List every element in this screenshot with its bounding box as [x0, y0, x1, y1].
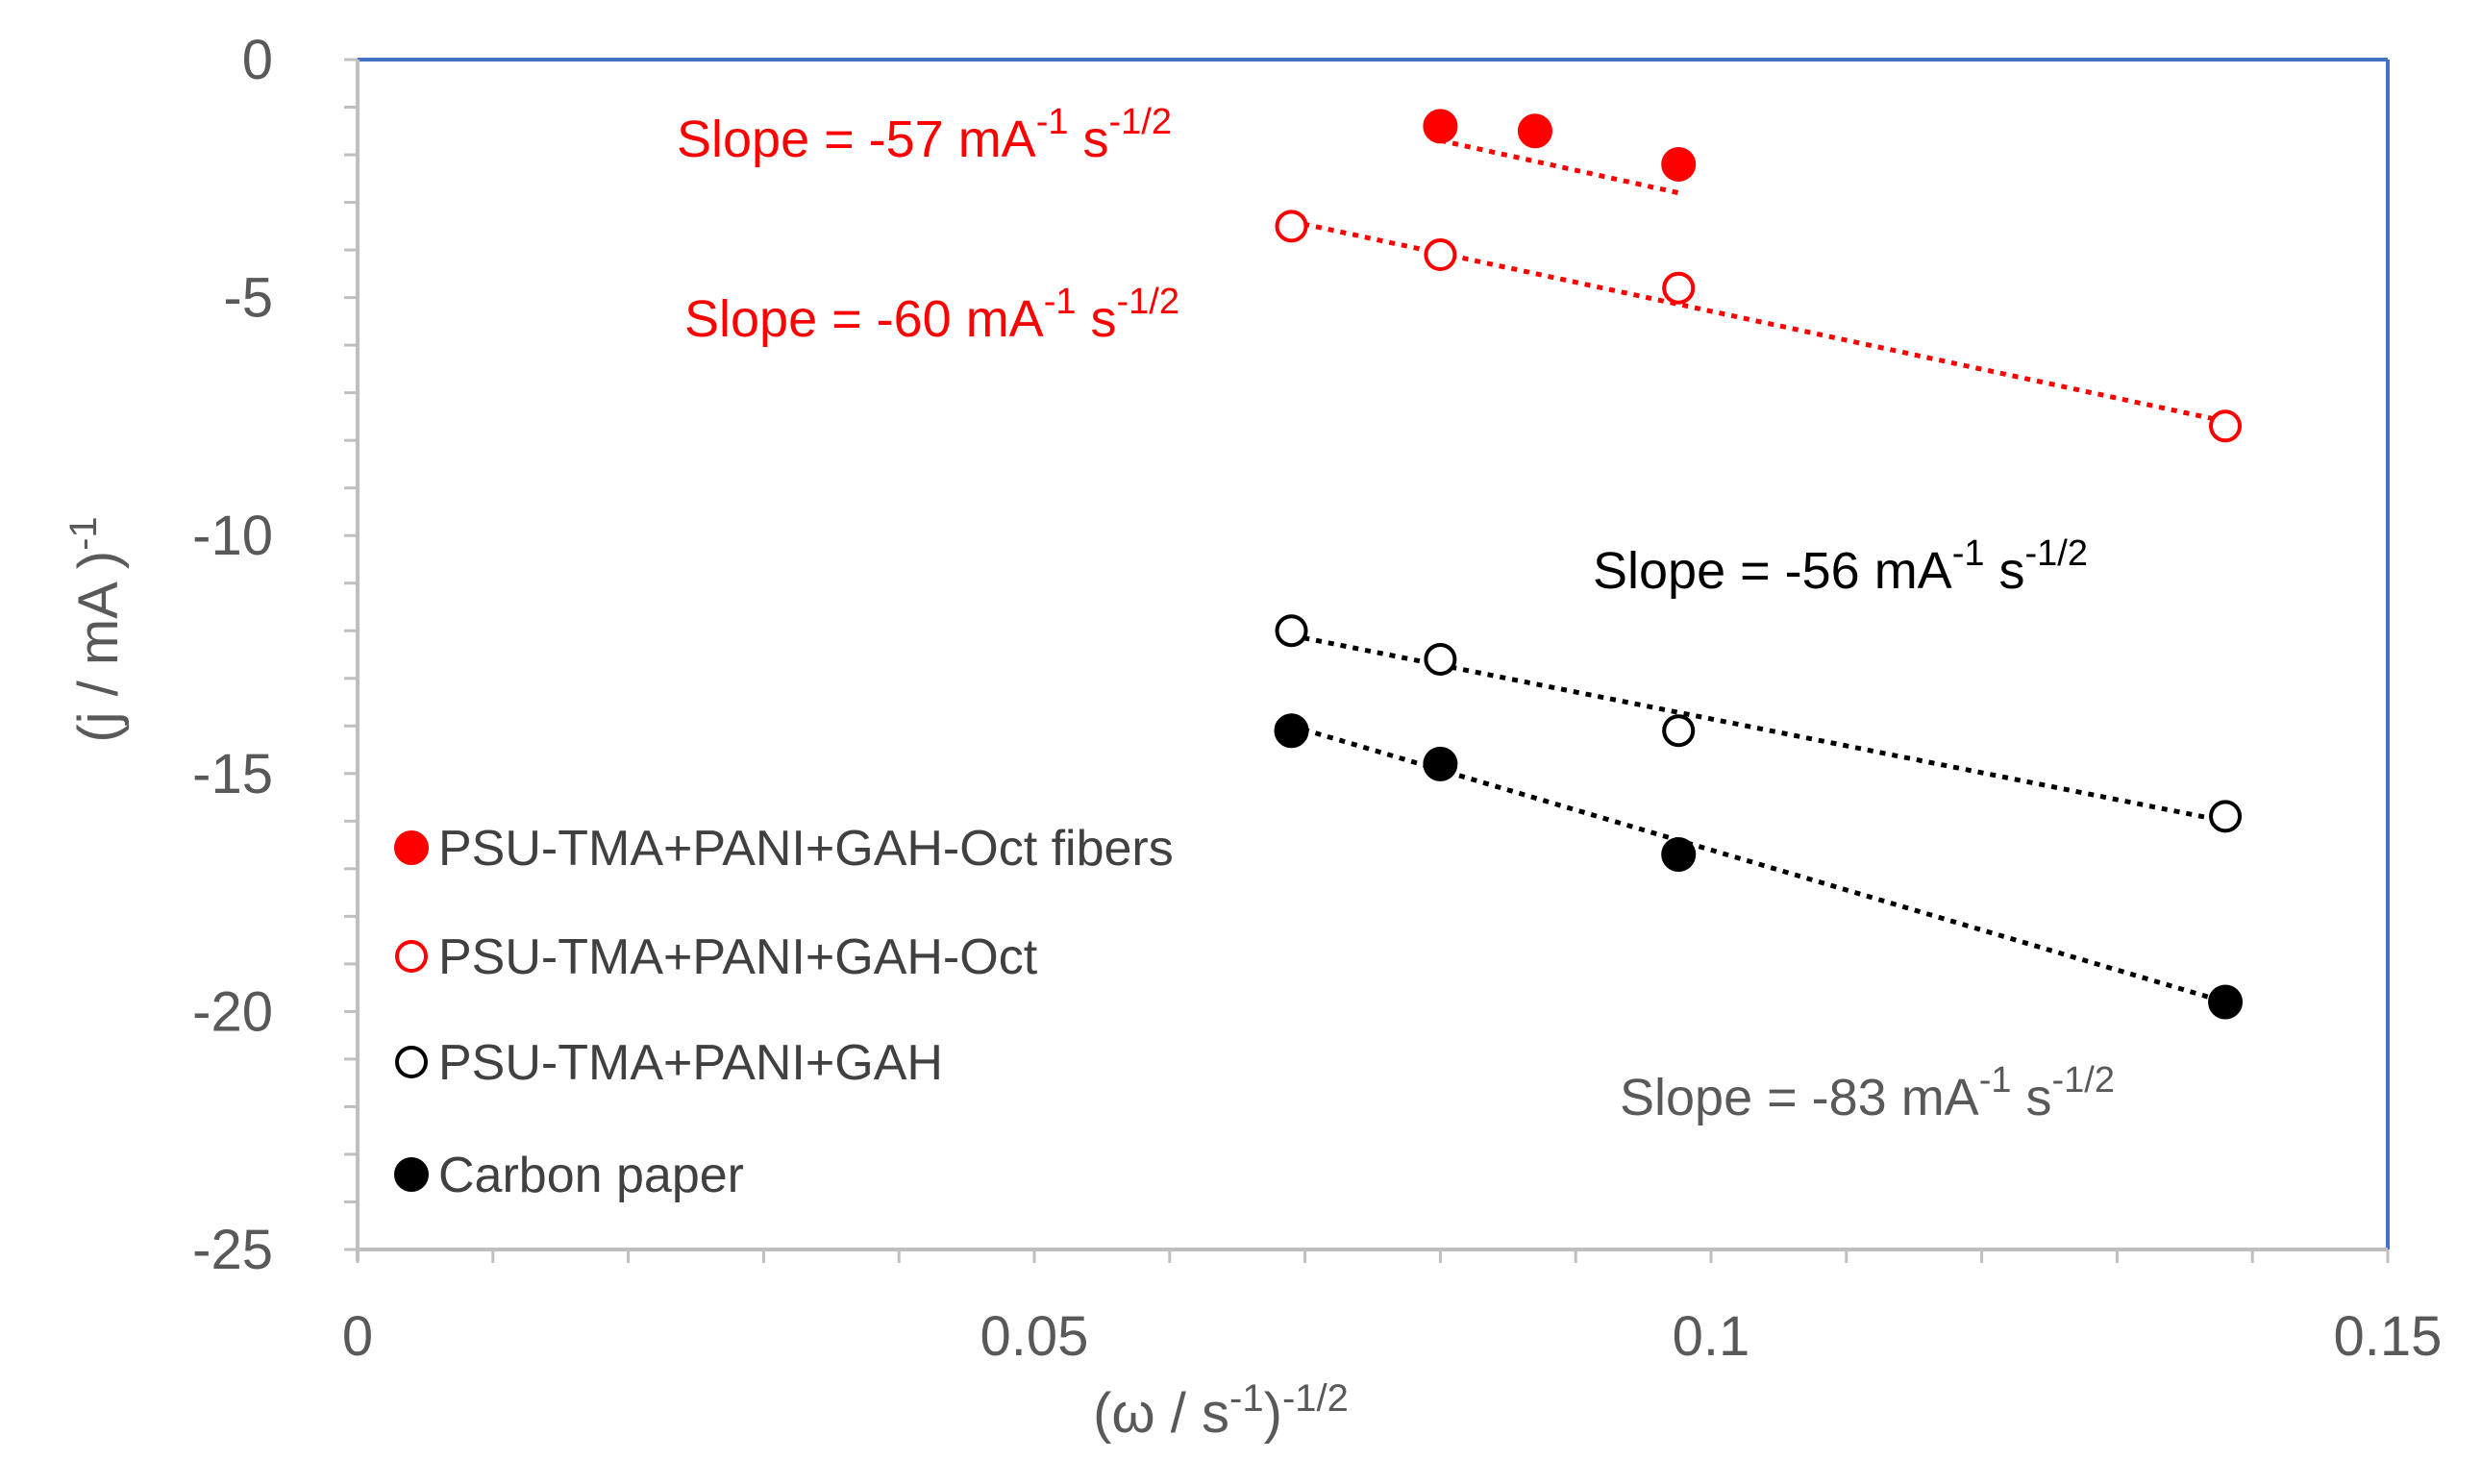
legend-label-series-3: Carbon paper: [438, 1148, 744, 1203]
slope-annotation: Slope = -56 mA-1 s-1/2: [1593, 533, 2088, 600]
legend-label-series-1: PSU-TMA+PANI+GAH-Oct: [438, 929, 1038, 985]
data-point-series-1: [2209, 409, 2243, 443]
slope-annotation: Slope = -57 mA-1 s-1/2: [677, 102, 1172, 168]
x-axis-title: (ω / s-1)-1/2: [1093, 1377, 1349, 1445]
slope-annotation-sup: -1/2: [2025, 533, 2088, 574]
data-point-series-3: [1423, 746, 1458, 781]
data-point-series-2: [1662, 714, 1696, 748]
y-tick-label: -25: [192, 1219, 273, 1281]
data-points: [1274, 109, 2244, 1020]
x-title-sup1: -1: [1229, 1377, 1264, 1420]
slope-annotation: Slope = -83 mA-1 s-1/2: [1620, 1060, 2115, 1126]
x-title-mid: ): [1264, 1382, 1282, 1445]
x-tick-labels: 0 0.05 0.1 0.15: [342, 1305, 2443, 1368]
slope-annotation-text: Slope = -83 mA: [1620, 1069, 1979, 1126]
legend-marker-series-2: [395, 1046, 428, 1078]
x-tick-label: 0.15: [2334, 1305, 2443, 1368]
slope-annotation-sup: -1: [1036, 102, 1069, 142]
y-tick-label: -10: [192, 505, 273, 567]
data-point-series-3: [1274, 713, 1309, 749]
legend-label-series-0: PSU-TMA+PANI+GAH-Oct fibers: [438, 821, 1174, 877]
slope-annotation-sup: -1: [1044, 282, 1077, 322]
trendline-series-0: [1439, 137, 1679, 196]
y-title-base: (j / mA ): [67, 551, 130, 743]
slope-annotation-sup: -1: [1952, 533, 1985, 574]
trendlines: [1290, 137, 2226, 1004]
slope-annotation-sup: -1/2: [1109, 102, 1172, 142]
x-tick-label: 0.1: [1673, 1305, 1750, 1368]
slope-annotation-unit: s: [1077, 290, 1117, 348]
legend-marker-series-1: [395, 940, 428, 973]
legend-label-series-2: PSU-TMA+PANI+GAH: [438, 1035, 943, 1091]
slope-annotation-text: Slope = -60 mA: [684, 290, 1044, 348]
x-title-sup2: -1/2: [1282, 1377, 1349, 1420]
legend-marker-series-3: [394, 1157, 429, 1192]
slope-annotation-unit: s: [2012, 1069, 2052, 1126]
data-point-series-0: [1423, 109, 1458, 144]
plot-frame: [356, 58, 2390, 1261]
trendline-series-1: [1290, 218, 2226, 424]
data-point-series-1: [1424, 238, 1457, 272]
slope-annotation-unit: s: [1985, 542, 2025, 600]
slope-annotation-sup: -1: [1979, 1060, 2012, 1101]
data-point-series-2: [1275, 614, 1308, 648]
y-tick-label: -5: [223, 267, 273, 330]
y-tick-label: -15: [192, 743, 273, 805]
slope-annotation-sup: -1/2: [1117, 282, 1179, 322]
slope-annotation-text: Slope = -57 mA: [677, 111, 1036, 168]
slope-annotation-sup: -1/2: [2052, 1060, 2115, 1101]
data-point-series-0: [1517, 113, 1552, 149]
data-point-series-3: [2208, 984, 2244, 1020]
slope-annotation-unit: s: [1069, 111, 1109, 168]
y-axis-title: (j / mA )-1: [62, 516, 130, 742]
data-point-series-2: [1424, 642, 1457, 676]
legend-marker-series-0: [394, 830, 429, 865]
x-tick-label: 0: [342, 1305, 373, 1368]
y-title-sup: -1: [62, 516, 105, 551]
y-tick-label: 0: [242, 29, 273, 91]
y-tick-labels: 0 -5 -10 -15 -20 -25: [192, 29, 273, 1281]
legend: PSU-TMA+PANI+GAH-Oct fibers PSU-TMA+PANI+…: [394, 821, 1174, 1203]
data-point-series-1: [1662, 271, 1696, 305]
data-point-series-0: [1661, 146, 1697, 182]
y-tick-label: -20: [192, 980, 273, 1043]
trendline-series-2: [1291, 632, 2226, 824]
slope-annotation-text: Slope = -56 mA: [1593, 542, 1952, 600]
slope-annotation: Slope = -60 mA-1 s-1/2: [684, 282, 1179, 348]
data-point-series-3: [1661, 836, 1697, 872]
x-tick-label: 0.05: [980, 1305, 1089, 1368]
data-point-series-1: [1275, 210, 1308, 243]
minor-ticks: [344, 58, 2390, 1263]
x-title-base: (ω / s: [1093, 1382, 1229, 1445]
data-point-series-2: [2209, 800, 2243, 833]
